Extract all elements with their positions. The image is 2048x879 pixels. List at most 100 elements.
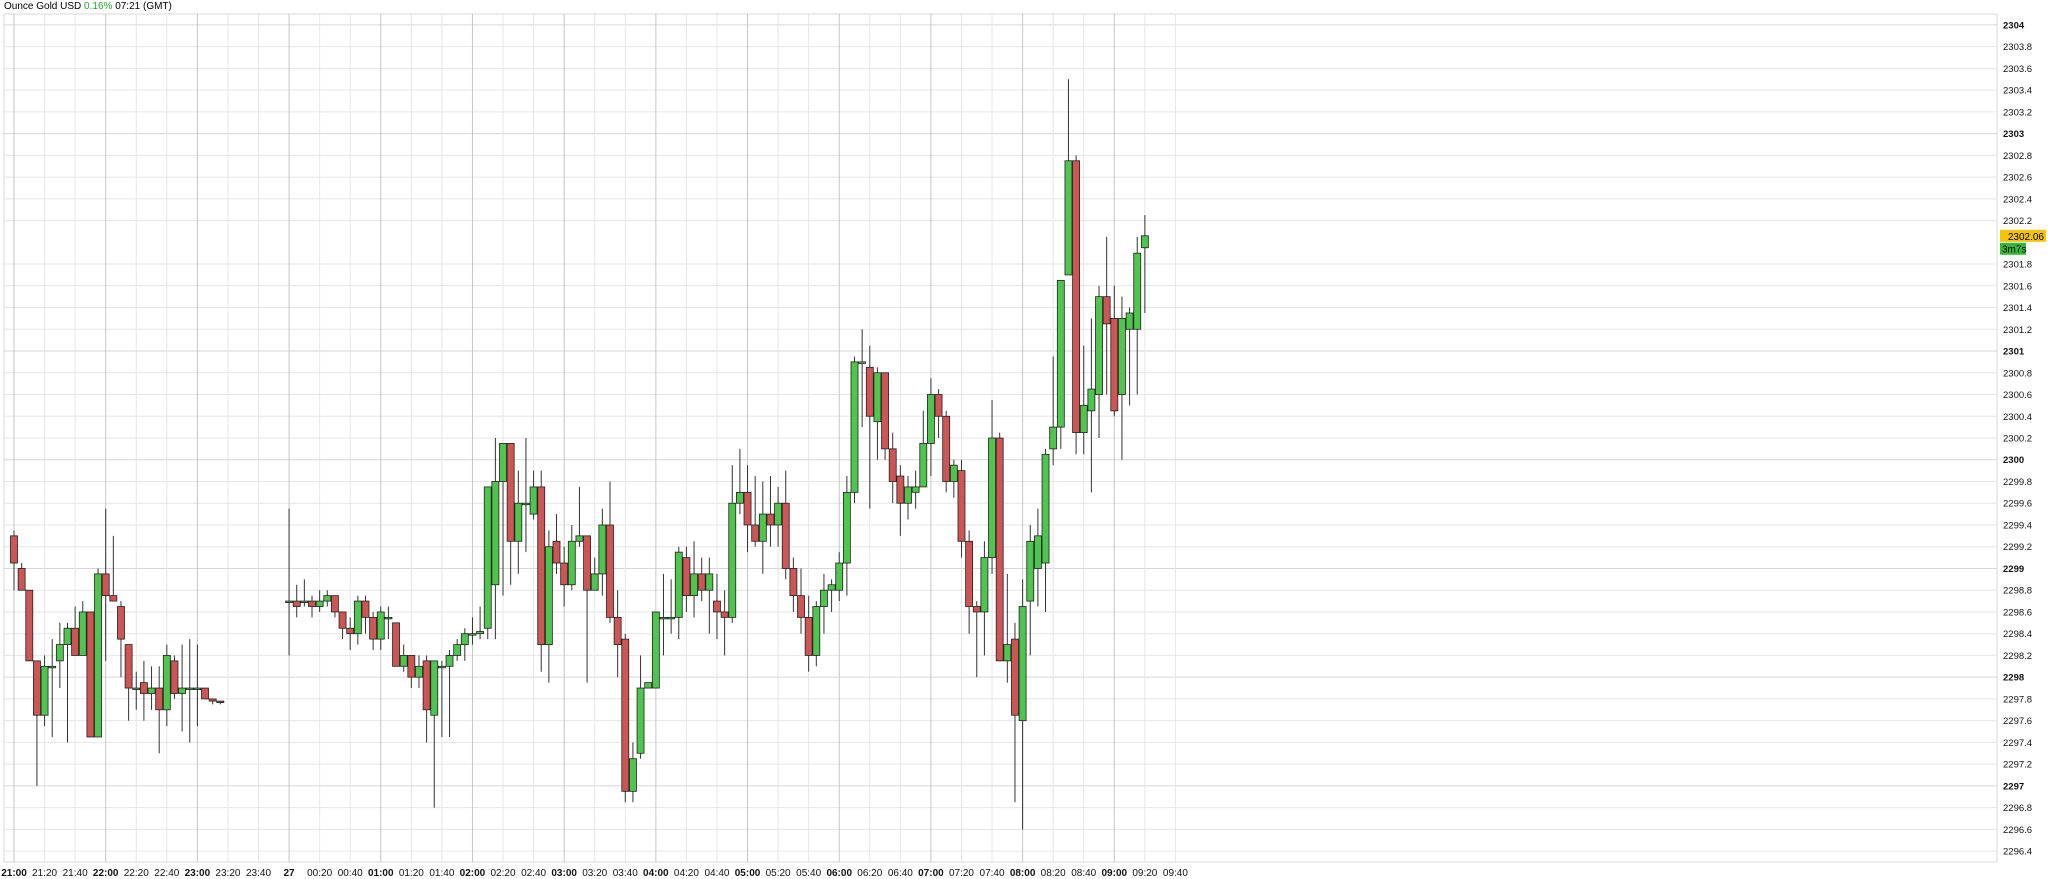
candle-body bbox=[499, 443, 507, 482]
y-tick-label: 2298.6 bbox=[2003, 607, 2032, 618]
candle-body bbox=[636, 687, 645, 754]
candle-body bbox=[315, 600, 324, 607]
candle-body bbox=[1125, 312, 1134, 330]
x-tick-label: 08:40 bbox=[1071, 868, 1096, 879]
candle-body bbox=[170, 660, 179, 694]
y-tick-label: 2302.2 bbox=[2003, 216, 2032, 227]
candle-body bbox=[1056, 279, 1065, 428]
y-tick-label: 2298 bbox=[2003, 673, 2024, 684]
candle-body bbox=[193, 687, 202, 690]
candle-body bbox=[529, 486, 538, 515]
x-tick-label: 09:40 bbox=[1163, 868, 1188, 879]
candle-body bbox=[919, 443, 928, 488]
candle-body bbox=[972, 606, 981, 613]
x-tick-label: 09:20 bbox=[1132, 868, 1157, 879]
x-tick-label: 03:00 bbox=[551, 868, 577, 879]
candle-body bbox=[300, 600, 309, 603]
x-tick-label: 00:40 bbox=[338, 868, 363, 879]
x-tick-label: 05:00 bbox=[735, 868, 761, 879]
x-tick-label: 09:00 bbox=[1102, 868, 1128, 879]
y-tick-label: 2296.8 bbox=[2003, 803, 2032, 814]
x-tick-label: 22:20 bbox=[124, 868, 149, 879]
candle-body bbox=[774, 502, 782, 526]
y-tick-label: 2297.2 bbox=[2003, 760, 2032, 771]
candle-body bbox=[896, 475, 905, 504]
candle-body bbox=[292, 600, 301, 607]
candle-body bbox=[25, 589, 34, 662]
candle-body bbox=[460, 633, 469, 645]
candle-body bbox=[1026, 540, 1035, 602]
y-tick-label: 2301.2 bbox=[2003, 325, 2032, 336]
y-tick-label: 2300.4 bbox=[2003, 412, 2032, 423]
candle-body bbox=[865, 366, 874, 417]
candle-body bbox=[1011, 638, 1019, 716]
candle-body bbox=[873, 372, 882, 423]
x-tick-label: 02:00 bbox=[460, 868, 486, 879]
x-tick-label: 23:40 bbox=[246, 868, 271, 879]
candle-body bbox=[690, 573, 698, 597]
x-tick-label: 04:20 bbox=[674, 868, 699, 879]
candle-body bbox=[1079, 404, 1088, 433]
x-tick-label: 03:40 bbox=[613, 868, 638, 879]
candle-body bbox=[17, 568, 26, 591]
price-change: 0.16% bbox=[84, 1, 113, 12]
candle-body bbox=[850, 361, 859, 493]
y-tick-label: 2297.6 bbox=[2003, 716, 2032, 727]
candle-body bbox=[544, 546, 553, 645]
x-tick-label: 08:00 bbox=[1010, 868, 1036, 879]
candle-body bbox=[789, 568, 798, 597]
candle-body bbox=[1049, 426, 1058, 450]
candle-body bbox=[804, 616, 813, 656]
x-tick-label: 06:40 bbox=[888, 868, 913, 879]
candle-body bbox=[399, 655, 408, 667]
x-tick-label: 27 bbox=[284, 868, 296, 879]
candle-body bbox=[422, 660, 431, 711]
candle-body bbox=[155, 687, 164, 711]
candle-body bbox=[980, 557, 989, 613]
x-tick-label: 08:20 bbox=[1041, 868, 1066, 879]
candle-body bbox=[888, 448, 897, 482]
candle-body bbox=[208, 698, 217, 702]
candle-body bbox=[453, 644, 462, 656]
x-tick-label: 03:20 bbox=[582, 868, 607, 879]
candle-body bbox=[751, 524, 760, 542]
x-tick-label: 07:40 bbox=[980, 868, 1005, 879]
candle-body bbox=[667, 616, 676, 620]
y-tick-label: 2298.4 bbox=[2003, 629, 2032, 640]
y-tick-label: 2303.8 bbox=[2003, 42, 2032, 53]
candle-body bbox=[178, 687, 187, 694]
candle-body bbox=[1072, 160, 1080, 433]
x-tick-label: 05:40 bbox=[796, 868, 821, 879]
candle-body bbox=[575, 535, 584, 542]
candle-body bbox=[1118, 318, 1126, 395]
candle-body bbox=[560, 562, 569, 586]
y-tick-label: 2299.4 bbox=[2003, 520, 2032, 531]
x-tick-label: 01:00 bbox=[368, 868, 394, 879]
x-tick-label: 07:20 bbox=[949, 868, 974, 879]
candle-body bbox=[78, 611, 87, 656]
candle-body bbox=[361, 600, 370, 618]
y-tick-label: 2303.4 bbox=[2003, 86, 2032, 97]
x-tick-label: 06:00 bbox=[826, 868, 852, 879]
candle-body bbox=[911, 486, 920, 493]
candle-body bbox=[48, 665, 57, 669]
candle-body bbox=[965, 540, 974, 607]
y-tick-label: 2299 bbox=[2003, 564, 2024, 575]
candle-body bbox=[33, 660, 41, 716]
candle-body bbox=[139, 682, 148, 694]
x-tick-label: 01:40 bbox=[429, 868, 454, 879]
x-tick-label: 02:40 bbox=[521, 868, 546, 879]
countdown-label: 3m7s bbox=[2002, 244, 2026, 255]
candle-body bbox=[407, 655, 416, 678]
y-tick-label: 2296.4 bbox=[2003, 847, 2032, 858]
candle-body bbox=[949, 464, 958, 482]
candle-body bbox=[613, 616, 622, 645]
candle-body bbox=[124, 644, 133, 689]
candle-body bbox=[1102, 296, 1111, 325]
candle-body bbox=[705, 573, 714, 591]
candle-body bbox=[629, 758, 637, 792]
candle-body bbox=[659, 616, 668, 620]
candle-body bbox=[590, 573, 599, 591]
candle-body bbox=[147, 687, 156, 694]
